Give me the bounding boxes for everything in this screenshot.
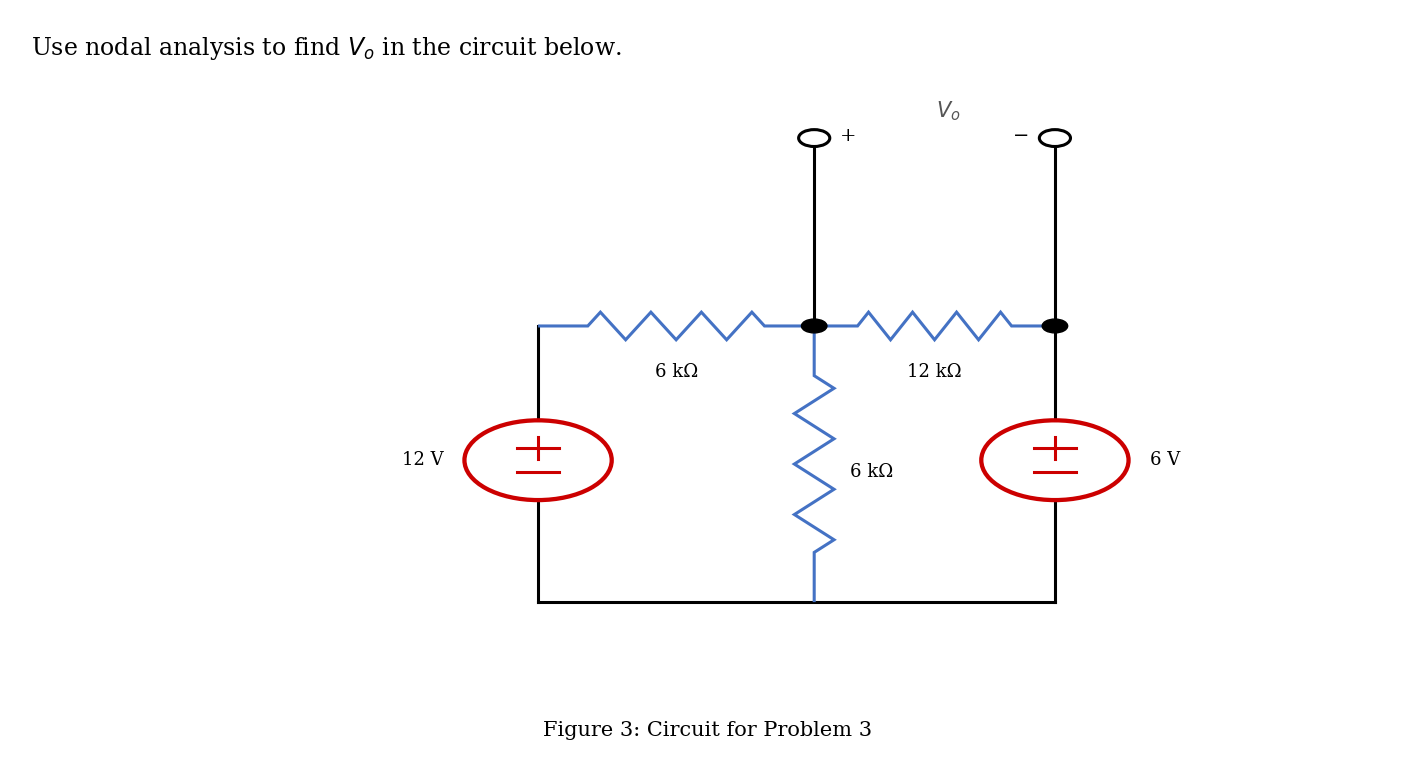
Circle shape xyxy=(1039,130,1070,146)
Text: +: + xyxy=(840,127,857,145)
Circle shape xyxy=(799,130,830,146)
Text: Figure 3: Circuit for Problem 3: Figure 3: Circuit for Problem 3 xyxy=(544,721,872,740)
Text: 6 kΩ: 6 kΩ xyxy=(850,463,893,481)
Circle shape xyxy=(801,319,827,333)
Text: 6 kΩ: 6 kΩ xyxy=(654,363,698,380)
Text: $V_o$: $V_o$ xyxy=(936,99,961,123)
Text: 12 V: 12 V xyxy=(402,451,443,469)
Circle shape xyxy=(1042,319,1068,333)
Text: 12 kΩ: 12 kΩ xyxy=(908,363,961,380)
Text: Use nodal analysis to find $V_o$ in the circuit below.: Use nodal analysis to find $V_o$ in the … xyxy=(31,35,622,61)
Text: 6 V: 6 V xyxy=(1150,451,1180,469)
Text: −: − xyxy=(1012,127,1029,145)
